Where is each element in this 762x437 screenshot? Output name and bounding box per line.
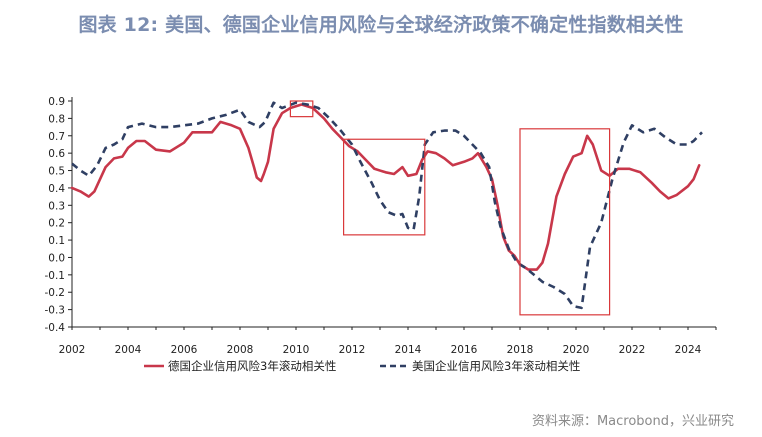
y-tick-label: 0.2 [48, 218, 65, 230]
chart-title: 图表 12: 美国、德国企业信用风险与全球经济政策不确定性指数相关性 [78, 14, 684, 36]
y-tick-label: -0.3 [45, 305, 66, 317]
y-tick-label: 0.4 [48, 183, 65, 195]
y-tick-label: 0.5 [48, 166, 65, 178]
highlight-box-2 [343, 138, 426, 236]
x-tick-label: 2022 [619, 344, 646, 356]
y-tick-label: -0.1 [45, 270, 66, 282]
highlight-box-3 [519, 128, 611, 316]
series-germany-line [70, 103, 701, 271]
y-tick-label: 0.1 [48, 235, 65, 247]
source-note: 资料来源：Macrobond，兴业研究 [531, 414, 734, 429]
x-tick-label: 2002 [59, 344, 86, 356]
x-tick-label: 2008 [227, 344, 254, 356]
y-tick-label: 0.8 [48, 113, 65, 125]
highlight-boxes [289, 100, 611, 316]
axes: 0.9 0.8 0.7 0.6 0.5 0.4 0.3 0.2 0.1 0.0 -0.1 -0.2 -0… [45, 96, 717, 356]
legend-label-germany: 德国企业信用风险3年滚动相关性 [168, 359, 336, 373]
series-layer [70, 101, 703, 310]
x-tick-label: 2020 [563, 344, 590, 356]
legend: 德国企业信用风险3年滚动相关性 美国企业信用风险3年滚动相关性 [144, 359, 580, 373]
y-tick-label: -0.2 [45, 287, 66, 299]
y-tick-label: 0.6 [48, 148, 65, 160]
x-tick-label: 2014 [395, 344, 422, 356]
x-tick-label: 2010 [283, 344, 310, 356]
highlight-box-1 [289, 100, 314, 118]
x-tick-label: 2012 [339, 344, 366, 356]
x-tick-label: 2004 [115, 344, 142, 356]
x-tick-label: 2016 [451, 344, 478, 356]
y-tick-label: 0.3 [48, 200, 65, 212]
x-tick-label: 2018 [507, 344, 534, 356]
legend-label-us: 美国企业信用风险3年滚动相关性 [412, 359, 580, 373]
x-tick-label: 2024 [675, 344, 702, 356]
y-tick-label: 0.7 [48, 131, 65, 143]
y-tick-label: 0.9 [48, 96, 65, 108]
x-tick-label: 2006 [171, 344, 198, 356]
y-tick-label: 0.0 [48, 252, 65, 264]
series-us-line [71, 101, 703, 310]
y-tick-label: -0.4 [45, 322, 66, 334]
